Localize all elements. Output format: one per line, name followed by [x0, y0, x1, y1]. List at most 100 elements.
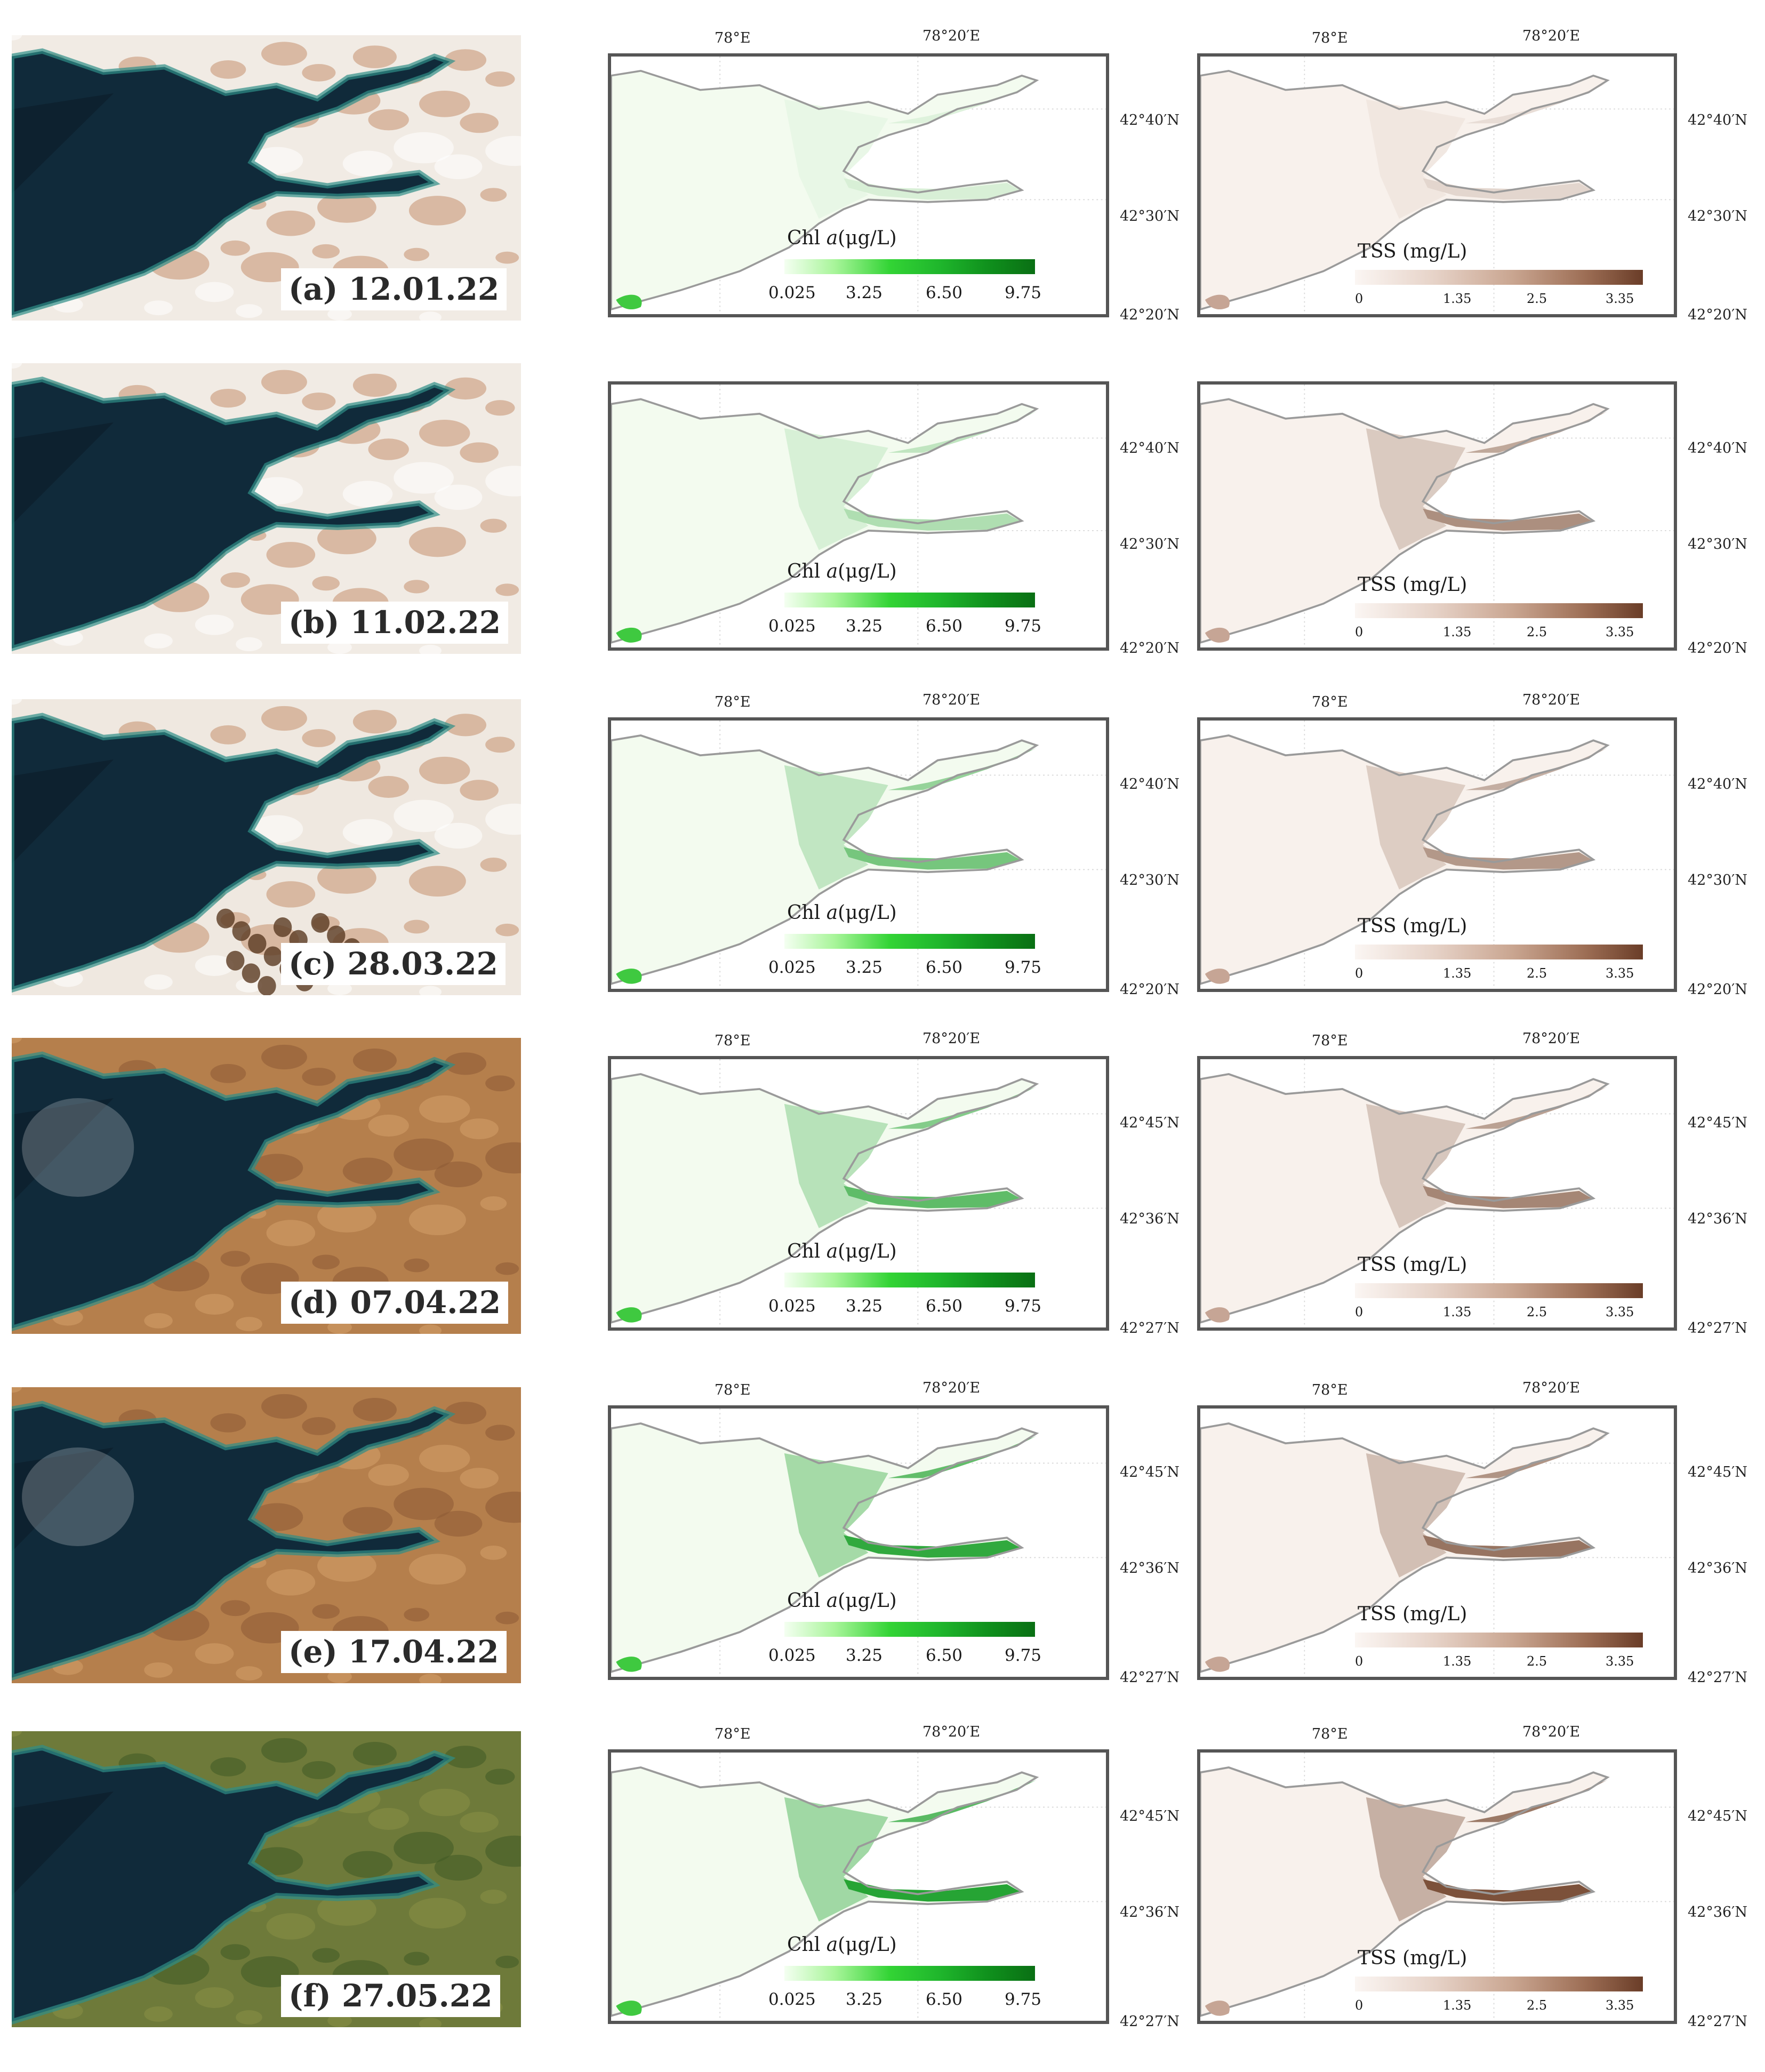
bay-plume	[1366, 765, 1466, 890]
terrain-patch	[195, 614, 234, 635]
terrain-patch	[460, 1468, 499, 1489]
terrain-patch	[261, 370, 307, 395]
terrain-patch	[302, 729, 336, 747]
satellite-image: (e) 17.04.22	[12, 1387, 521, 1683]
tss-colorbar	[1355, 1977, 1643, 1991]
terrain-patch	[444, 714, 487, 737]
chl-tick: 3.25	[846, 1990, 883, 2009]
terrain-patch	[404, 580, 430, 594]
terrain-patch	[216, 908, 235, 929]
terrain-patch	[302, 1068, 336, 1086]
terrain-patch	[419, 644, 442, 654]
chl-lat-label: 42°27′N	[1120, 1320, 1180, 1337]
terrain-patch	[419, 2018, 442, 2027]
chl-colorbar	[784, 1273, 1035, 1287]
terrain-patch	[352, 373, 397, 397]
bay-plume	[784, 1797, 888, 1922]
south-bay	[844, 178, 1022, 200]
tss-lat-label: 42°45′N	[1688, 1464, 1747, 1481]
shoreline	[12, 48, 456, 318]
tss-tick: 0	[1355, 291, 1363, 306]
chl-lat-label: 42°36′N	[1120, 1211, 1180, 1227]
terrain-patch	[485, 1769, 515, 1785]
tss-lat-label: 42°30′N	[1688, 872, 1747, 889]
terrain-patch	[460, 113, 499, 133]
terrain-patch	[342, 1507, 393, 1534]
tss-lat-label: 42°27′N	[1688, 1669, 1747, 1686]
terrain-patch	[312, 576, 340, 591]
figure-row-a: (a) 12.01.22 78°E 78°20′E Chl a(μg/L) 0.…	[0, 27, 1765, 365]
terrain-patch	[210, 1063, 246, 1083]
terrain-patch	[404, 919, 430, 934]
tss-lat-label: 42°30′N	[1688, 536, 1747, 553]
terrain-patch	[352, 1049, 397, 1073]
terrain-patch	[236, 2010, 262, 2025]
tss-legend-title: TSS (mg/L)	[1358, 1603, 1467, 1625]
bay-plume	[1366, 1103, 1466, 1228]
true-color-scene	[12, 1038, 521, 1334]
terrain-patch	[210, 60, 246, 79]
terrain-patch	[144, 1313, 173, 1329]
lake-outline	[611, 69, 1039, 310]
terrain-patch	[236, 1317, 262, 1331]
chl-tick: 0.025	[768, 1646, 816, 1665]
terrain-patch	[485, 71, 515, 87]
tss-distribution	[1200, 57, 1674, 314]
terrain-patch	[434, 154, 483, 179]
tss-colorbar	[1355, 945, 1643, 959]
terrain-patch	[144, 1662, 173, 1678]
chl-tick: 9.75	[1005, 958, 1042, 977]
chl-tick: 0.025	[768, 617, 816, 636]
lake-outline	[611, 734, 1039, 985]
south-bay	[1423, 1879, 1594, 1902]
terrain-patch	[460, 780, 499, 801]
figure-row-d: (d) 07.04.22 78°E 78°20′E Chl a(μg/L) 0.…	[0, 1029, 1765, 1379]
true-color-scene	[12, 1731, 521, 2027]
terrain-patch	[480, 188, 507, 202]
shore-patch	[1205, 969, 1230, 984]
terrain-patch	[419, 1444, 470, 1473]
chl-tick: 9.75	[1005, 617, 1042, 636]
chl-colorbar	[784, 1622, 1035, 1637]
tss-colorbar	[1355, 270, 1643, 285]
chl-lat-label: 42°30′N	[1120, 872, 1180, 889]
chl-lat-label: 42°45′N	[1120, 1808, 1180, 1825]
terrain-patch	[195, 282, 234, 302]
satellite-image: (c) 28.03.22	[12, 699, 521, 995]
terrain-patch	[495, 251, 519, 264]
terrain-patch	[485, 1075, 515, 1092]
terrain-patch	[480, 1546, 507, 1560]
terrain-patch	[495, 1955, 519, 1969]
chl-lat-label: 42°30′N	[1120, 208, 1180, 225]
south-bay	[844, 1879, 1022, 1902]
terrain-patch	[261, 1394, 307, 1419]
chl-tick: 0.025	[768, 1297, 816, 1316]
chl-colorbar	[784, 259, 1035, 274]
chl-lon-label-78e: 78°E	[715, 694, 751, 710]
shore-patch	[616, 627, 642, 643]
tss-tick: 0	[1355, 1305, 1363, 1319]
chl-tick: 3.25	[846, 1297, 883, 1316]
chl-tick: 9.75	[1005, 1297, 1042, 1316]
chl-tick: 3.25	[846, 617, 883, 636]
bay-plume	[1366, 428, 1466, 550]
cloud	[22, 1098, 134, 1197]
terrain-patch	[368, 1807, 409, 1830]
terrain-patch	[327, 982, 352, 995]
satellite-image: (d) 07.04.22	[12, 1038, 521, 1334]
terrain-patch	[263, 946, 283, 966]
figure-row-c: (c) 28.03.22 78°E 78°20′E Chl a(μg/L) 0.…	[0, 691, 1765, 1040]
date-label: (c) 28.03.22	[281, 943, 506, 985]
lake-water	[12, 1054, 450, 1329]
chl-lon-label-78e: 78°E	[715, 1382, 751, 1398]
south-bay	[1423, 1186, 1594, 1209]
tss-lat-label: 42°45′N	[1688, 1808, 1747, 1825]
terrain-patch	[434, 1161, 483, 1188]
terrain-patch	[236, 1666, 262, 1681]
terrain-patch	[220, 1251, 250, 1267]
terrain-patch	[342, 150, 393, 177]
chl-lat-label: 42°27′N	[1120, 1669, 1180, 1686]
tss-tick: 3.35	[1606, 1305, 1634, 1319]
tss-map: TSS (mg/L) 0 1.35 2.5 3.35	[1197, 381, 1677, 651]
tss-legend-title: TSS (mg/L)	[1358, 1254, 1467, 1276]
